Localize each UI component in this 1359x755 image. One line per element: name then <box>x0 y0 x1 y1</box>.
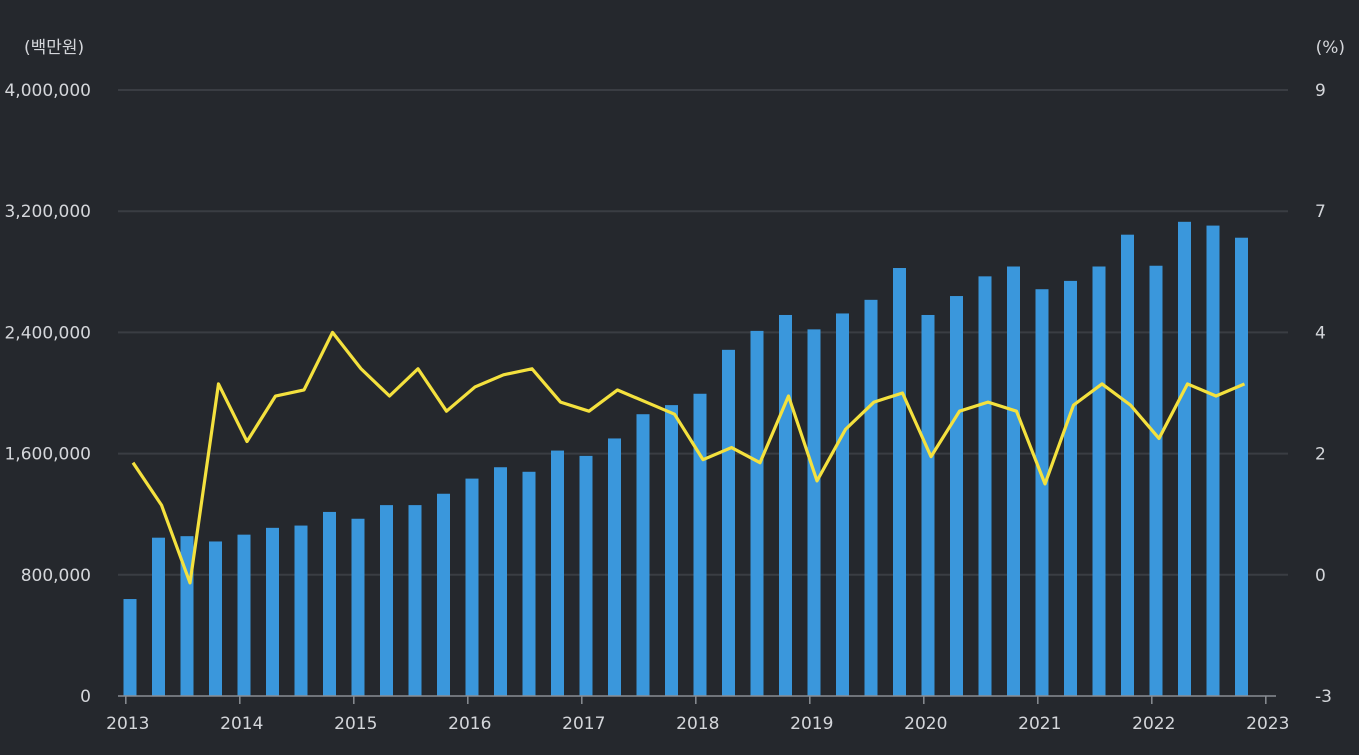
bar <box>608 438 621 696</box>
bar <box>323 511 336 696</box>
line-path <box>131 330 1246 585</box>
bar <box>1206 225 1220 696</box>
left-tick-label: 800,000 <box>21 566 91 586</box>
bar <box>237 534 251 696</box>
bar <box>750 330 764 696</box>
bar <box>522 471 536 696</box>
bar <box>380 505 393 696</box>
left-axis-unit-label: (백만원) <box>24 38 84 58</box>
bar <box>1035 289 1049 696</box>
line-series <box>131 330 1246 585</box>
bar <box>266 527 279 696</box>
bar <box>950 296 963 696</box>
bar <box>209 541 222 696</box>
bar <box>437 493 450 696</box>
x-tick-label: 2013 <box>106 714 149 734</box>
right-tick-label: 4 <box>1315 323 1326 343</box>
bar <box>864 299 878 696</box>
bar <box>1092 266 1106 696</box>
right-tick-label: 9 <box>1315 81 1326 101</box>
bar <box>351 518 365 696</box>
x-tick-label: 2017 <box>562 714 605 734</box>
bar <box>665 405 678 696</box>
x-tick-label: 2016 <box>448 714 491 734</box>
bar <box>408 505 422 696</box>
bar <box>836 313 849 696</box>
left-tick-label: 1,600,000 <box>4 445 91 465</box>
bar <box>1007 266 1020 696</box>
bar <box>978 276 992 696</box>
right-tick-label: -3 <box>1315 687 1332 707</box>
bar <box>1121 234 1134 696</box>
bar <box>1178 221 1191 696</box>
left-tick-label: 3,200,000 <box>4 202 91 222</box>
right-tick-label: 7 <box>1315 202 1326 222</box>
x-tick-label: 2020 <box>904 714 947 734</box>
bar <box>722 349 735 696</box>
bar <box>807 329 821 696</box>
axis-labels: 0 800,000 1,600,000 2,400,000 3,200,000 4,000… <box>4 81 1331 734</box>
bar <box>152 537 165 696</box>
bar <box>1064 280 1077 696</box>
bar <box>494 467 507 696</box>
x-tick-label: 2015 <box>334 714 377 734</box>
bar <box>1235 237 1248 696</box>
bar <box>551 450 564 696</box>
right-tick-label: 0 <box>1315 566 1326 586</box>
left-tick-label: 0 <box>80 687 91 707</box>
bar <box>693 393 707 696</box>
x-tick-label: 2022 <box>1132 714 1175 734</box>
bar <box>579 455 593 696</box>
bar-series <box>123 221 1248 696</box>
bar <box>294 525 308 696</box>
left-tick-label: 4,000,000 <box>4 81 91 101</box>
x-tick-label: 2021 <box>1018 714 1061 734</box>
bar <box>921 314 935 696</box>
bar <box>893 268 906 696</box>
bar <box>779 314 792 696</box>
x-tick-label: 2018 <box>676 714 719 734</box>
x-tick-label: 2023 <box>1246 714 1289 734</box>
bar <box>465 478 479 696</box>
bar <box>1149 265 1163 696</box>
bar <box>636 414 650 696</box>
x-tick-label: 2019 <box>790 714 833 734</box>
right-axis-unit-label: (%) <box>1316 38 1345 58</box>
x-axis <box>118 695 1276 704</box>
x-tick-label: 2014 <box>220 714 263 734</box>
left-tick-label: 2,400,000 <box>4 323 91 343</box>
bar <box>123 599 137 696</box>
right-tick-label: 2 <box>1315 445 1326 465</box>
